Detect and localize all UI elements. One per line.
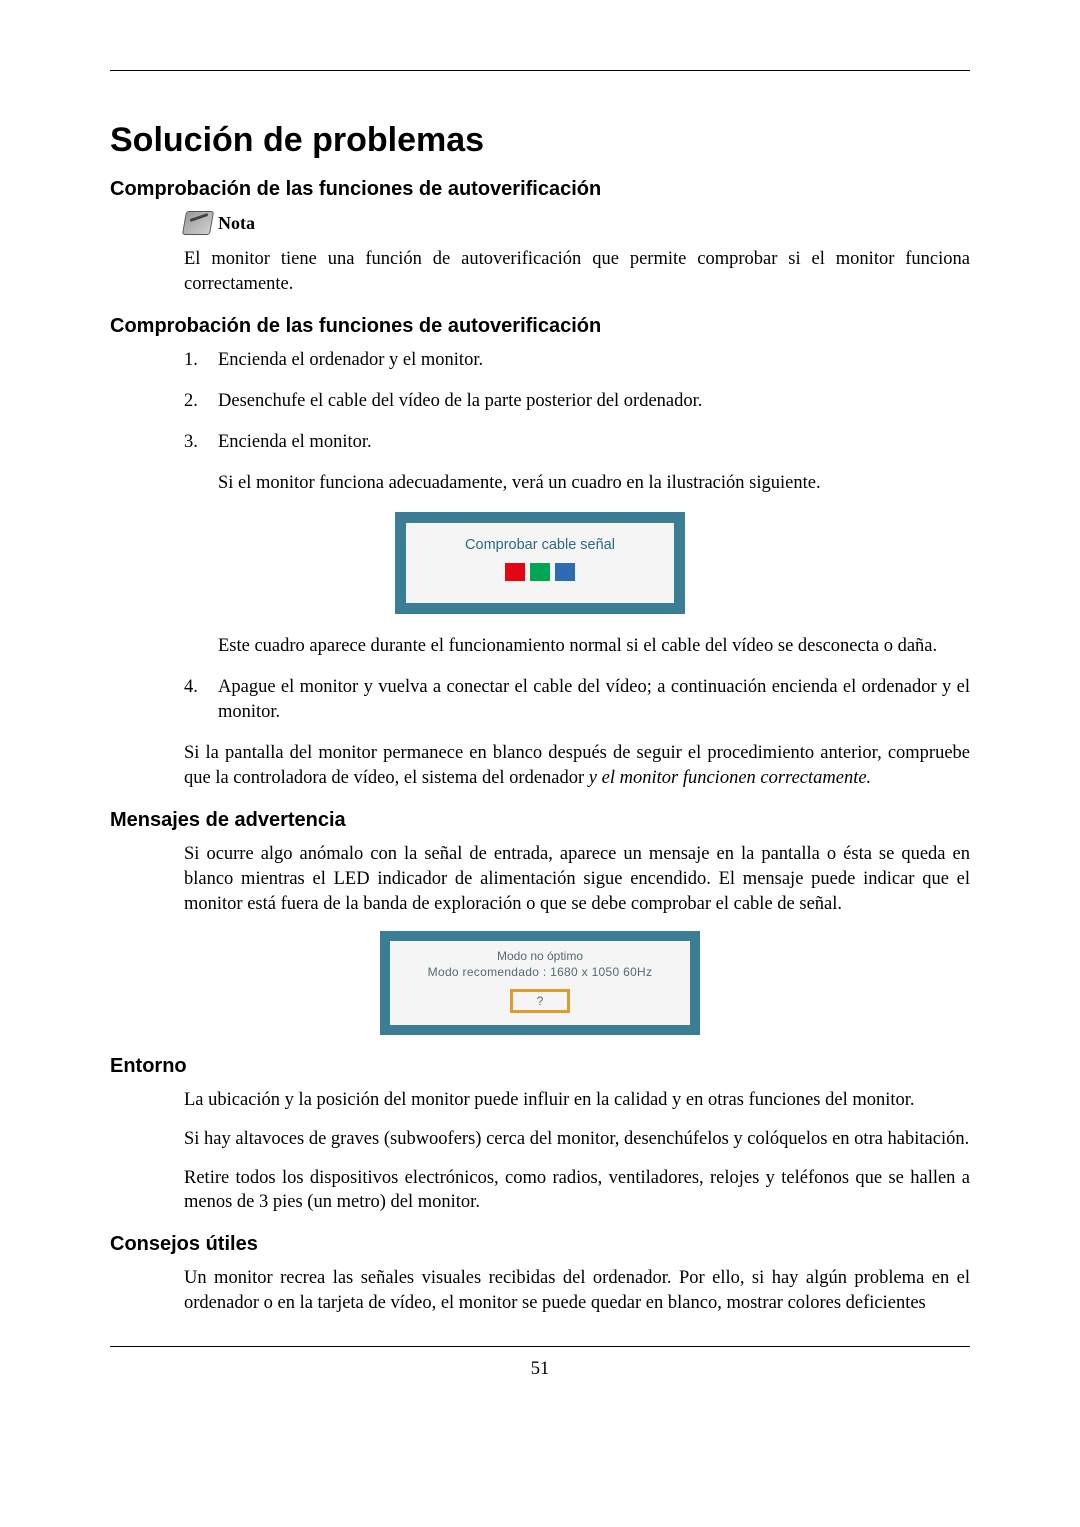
osd2-line1: Modo no óptimo [398, 949, 682, 963]
note-body: El monitor tiene una función de autoveri… [184, 247, 970, 297]
section-heading-warnings: Mensajes de advertencia [110, 809, 970, 832]
swatch-green [530, 563, 550, 581]
step-text: Encienda el monitor. [218, 430, 970, 455]
list-item: 3. Encienda el monitor. [184, 430, 970, 455]
section-heading-autoverify-1: Comprobación de las funciones de autover… [110, 178, 970, 201]
section-heading-tips: Consejos útiles [110, 1233, 970, 1256]
swatch-red [505, 563, 525, 581]
page-title: Solución de problemas [110, 121, 970, 160]
tips-p1: Un monitor recrea las señales visuales r… [184, 1266, 970, 1316]
note-label: Nota [218, 213, 255, 234]
list-item: 1. Encienda el ordenador y el monitor. [184, 348, 970, 373]
osd2-line2: Modo recomendado : 1680 x 1050 60Hz [398, 965, 682, 979]
figure-check-cable: Comprobar cable señal [110, 512, 970, 614]
step-number: 3. [184, 430, 218, 455]
rgb-swatches [414, 563, 666, 581]
env-p1: La ubicación y la posición del monitor p… [184, 1088, 970, 1113]
note-row: Nota [184, 211, 970, 235]
osd2-button: ? [510, 989, 570, 1013]
osd2-inner: Modo no óptimo Modo recomendado : 1680 x… [390, 941, 690, 1025]
bottom-rule [110, 1346, 970, 1347]
env-p2: Si hay altavoces de graves (subwoofers) … [184, 1127, 970, 1152]
steps-list: 1. Encienda el ordenador y el monitor. 2… [184, 348, 970, 455]
step-text: Apague el monitor y vuelva a conectar el… [218, 675, 970, 725]
osd-title: Comprobar cable señal [414, 537, 666, 553]
section-heading-environment: Entorno [110, 1055, 970, 1078]
env-p3: Retire todos los dispositivos electrónic… [184, 1166, 970, 1216]
osd-outer: Comprobar cable señal [395, 512, 685, 614]
steps-list-cont: 4. Apague el monitor y vuelva a conectar… [184, 675, 970, 725]
figure-mode-warning: Modo no óptimo Modo recomendado : 1680 x… [110, 931, 970, 1035]
warnings-body: Si ocurre algo anómalo con la señal de e… [184, 842, 970, 917]
step-text: Encienda el ordenador y el monitor. [218, 348, 970, 373]
tail-italic: y el monitor funcionen correctamente. [589, 768, 871, 788]
osd-inner: Comprobar cable señal [405, 522, 675, 604]
osd2-outer: Modo no óptimo Modo recomendado : 1680 x… [380, 931, 700, 1035]
step-number: 4. [184, 675, 218, 725]
top-rule [110, 70, 970, 71]
step-number: 1. [184, 348, 218, 373]
list-item: 2. Desenchufe el cable del vídeo de la p… [184, 389, 970, 414]
section-heading-autoverify-2: Comprobación de las funciones de autover… [110, 315, 970, 338]
section2-tail: Si la pantalla del monitor permanece en … [184, 741, 970, 791]
step-3-followup-b: Este cuadro aparece durante el funcionam… [218, 634, 970, 659]
step-number: 2. [184, 389, 218, 414]
step-text: Desenchufe el cable del vídeo de la part… [218, 389, 970, 414]
swatch-blue [555, 563, 575, 581]
list-item: 4. Apague el monitor y vuelva a conectar… [184, 675, 970, 725]
note-icon [182, 211, 214, 235]
step-3-followup-a: Si el monitor funciona adecuadamente, ve… [218, 471, 970, 496]
page-number: 51 [110, 1359, 970, 1380]
